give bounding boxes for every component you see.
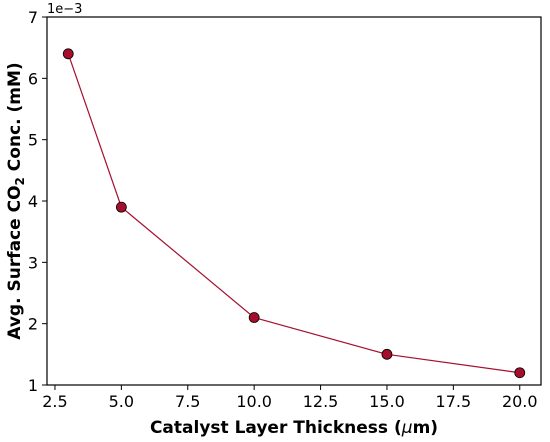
y-tick-label: 7 — [28, 8, 38, 27]
x-tick-label: 20.0 — [502, 392, 538, 411]
x-tick-label: 5.0 — [109, 392, 134, 411]
y-tick-label: 3 — [28, 253, 38, 272]
x-tick-label: 10.0 — [236, 392, 272, 411]
y-tick-label: 5 — [28, 131, 38, 150]
x-axis-label: Catalyst Layer Thickness (μm) — [150, 418, 438, 438]
x-tick-label: 7.5 — [175, 392, 200, 411]
data-point — [514, 367, 526, 379]
y-tick-label: 1 — [28, 376, 38, 395]
data-point — [115, 201, 127, 213]
x-tick-label: 15.0 — [369, 392, 405, 411]
y-tick-label: 4 — [28, 192, 38, 211]
x-tick-label: 12.5 — [303, 392, 339, 411]
y-axis-label: Avg. Surface CO2 Conc. (mM) — [5, 62, 27, 339]
x-tick-label: 2.5 — [42, 392, 67, 411]
data-point — [62, 48, 74, 60]
data-point — [381, 348, 393, 360]
x-tick-label: 17.5 — [436, 392, 472, 411]
data-point — [248, 312, 260, 323]
y-axis-offset-label: 1e−3 — [47, 2, 82, 17]
plot-frame — [46, 16, 542, 386]
y-tick-label: 6 — [28, 69, 38, 88]
series-line — [67, 53, 520, 374]
y-tick-label: 2 — [28, 315, 38, 334]
